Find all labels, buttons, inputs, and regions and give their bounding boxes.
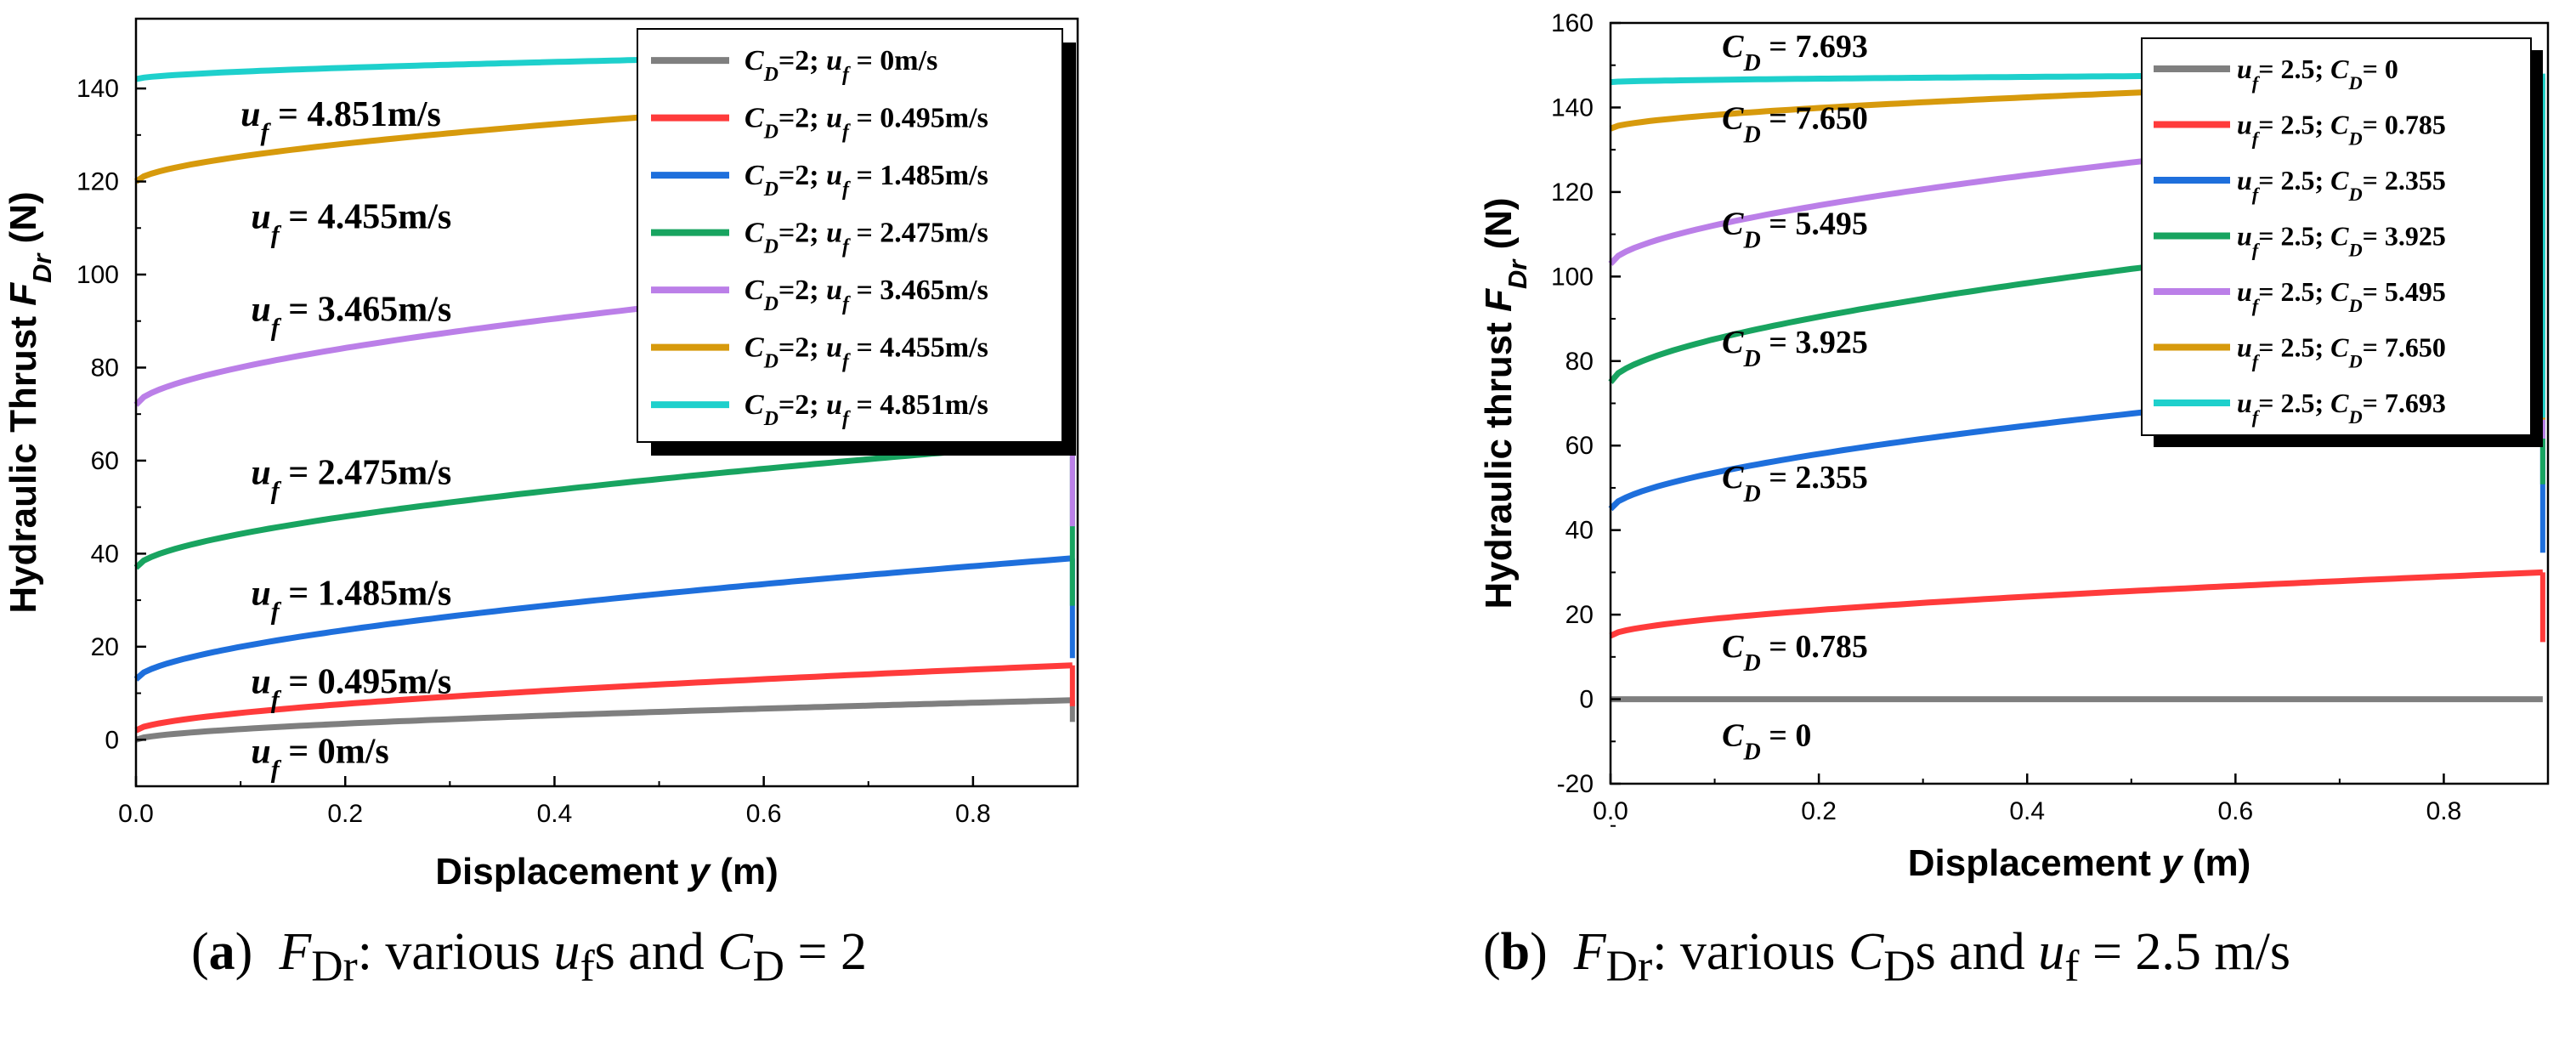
x-tick-label-4: 0.8: [955, 800, 991, 828]
y-tick-label-1: 0: [1579, 686, 1594, 714]
annotation-5: CD = 0.785: [1722, 629, 1868, 677]
legend: CD=2; uf = 0m/s CD=2; uf = 0.495m/s CD=2; …: [637, 28, 1076, 456]
annotation-4: uf = 1.485m/s: [251, 575, 451, 626]
x-tick-label-1: 0.2: [327, 800, 363, 828]
x-tick-label-2: 0.4: [2009, 797, 2045, 825]
caption-b-symbol2: C: [1848, 923, 1884, 981]
legend-label-3: CD=2; uf = 2.475m/s: [744, 218, 988, 258]
y-tick-label-9: 160: [1551, 9, 1594, 37]
caption-a-symbol2: u: [553, 923, 580, 981]
annotation-3: CD = 3.925: [1722, 325, 1868, 372]
legend-label-3: uf= 2.5; CD= 3.925: [2237, 221, 2446, 261]
legend: uf= 2.5; CD= 0 uf= 2.5; CD= 0.785 uf= 2.5;…: [2141, 37, 2543, 447]
x-axis-label: Displacement y (m): [435, 851, 778, 892]
caption-b-symbol3-sub: f: [2064, 942, 2080, 991]
x-tick-label-4: 0.8: [2426, 797, 2462, 825]
x-tick-label-2: 0.4: [537, 800, 573, 828]
legend-label-0: uf= 2.5; CD= 0: [2237, 54, 2398, 94]
caption-a-text1: : various: [357, 923, 554, 981]
annotation-6: CD = 0: [1722, 717, 1811, 765]
caption-b-symbol-sub: Dr: [1605, 942, 1653, 991]
y-tick-label-2: 20: [1565, 601, 1594, 629]
series-line-3: [133, 439, 1073, 570]
y-tick-label-6: 100: [1551, 263, 1594, 291]
caption-a-text2: s and: [594, 923, 718, 981]
plot-frame: [134, 17, 1079, 788]
caption-b-label: b: [1500, 923, 1531, 981]
legend-label-2: uf= 2.5; CD= 2.355: [2237, 165, 2446, 205]
caption-a-symbol3-sub: D: [752, 942, 784, 991]
y-tick-label-2: 40: [91, 540, 119, 568]
y-tick-label-3: 40: [1565, 517, 1594, 545]
annotation-3: uf = 2.475m/s: [251, 453, 451, 504]
y-tick-label-7: 140: [76, 75, 119, 103]
x-tick-label-3: 0.6: [746, 800, 782, 828]
legend-label-0: CD=2; uf = 0m/s: [744, 45, 937, 86]
annotation-5: uf = 0.495m/s: [251, 663, 451, 714]
annotation-4: CD = 2.355: [1722, 460, 1868, 507]
caption-b-symbol3: u: [2038, 923, 2065, 981]
annotation-2: CD = 5.495: [1722, 207, 1868, 254]
legend-label-2: CD=2; uf = 1.485m/s: [744, 160, 988, 201]
legend-label-1: uf= 2.5; CD= 0.785: [2237, 110, 2446, 150]
caption-a-symbol3: C: [717, 923, 753, 981]
series-line-2: [133, 555, 1073, 682]
legend-label-6: CD=2; uf = 4.851m/s: [744, 389, 988, 430]
y-tick-label-5: 100: [76, 261, 119, 289]
caption-a-symbol-sub: Dr: [311, 942, 358, 991]
annotation-1: uf = 4.455m/s: [251, 197, 451, 248]
y-tick-label-4: 80: [91, 354, 119, 382]
y-tick-label-0: 0: [105, 726, 119, 754]
y-tick-label-6: 120: [76, 168, 119, 196]
annotation-0: uf = 4.851m/s: [241, 95, 441, 146]
annotation-1: CD = 7.650: [1722, 100, 1868, 148]
caption-b-text2: s and: [1915, 923, 2039, 981]
series-line-1: [1609, 569, 2544, 639]
x-tick-label-0: 0.0: [118, 800, 154, 828]
x-tick-label-0: 0.0: [1593, 797, 1628, 825]
y-axis-label: Hydraulic Thrust FDr (N): [3, 191, 57, 613]
series-line-1: [134, 662, 1073, 734]
caption-b-text1: : various: [1652, 923, 1848, 981]
legend-label-6: uf= 2.5; CD= 7.693: [2237, 388, 2446, 428]
legend-label-5: uf= 2.5; CD= 7.650: [2237, 332, 2446, 372]
caption-b-text3: = 2.5 m/s: [2079, 923, 2291, 981]
annotation-0: CD = 7.693: [1722, 29, 1868, 76]
caption-b-symbol2-sub: D: [1883, 942, 1916, 991]
caption-a-symbol: F: [279, 923, 312, 981]
series-line-0: [135, 697, 1073, 743]
y-tick-label-7: 120: [1551, 178, 1594, 207]
caption-a-label: a: [208, 923, 235, 981]
caption-a-symbol2-sub: f: [580, 942, 595, 991]
legend-label-4: CD=2; uf = 3.465m/s: [744, 275, 988, 315]
legend-label-1: CD=2; uf = 0.495m/s: [744, 103, 988, 144]
y-axis-label: Hydraulic thrust FDr (N): [1478, 197, 1532, 609]
annotation-2: uf = 3.465m/s: [251, 291, 451, 342]
y-tick-label-3: 60: [91, 447, 119, 475]
y-tick-label-4: 60: [1565, 432, 1594, 460]
caption-a-text3: = 2: [784, 923, 867, 981]
x-tick-label-1: 0.2: [1801, 797, 1837, 825]
caption-b: (b) FDr: various CDs and uf = 2.5 m/s: [1483, 923, 2291, 991]
x-axis-label: Displacement y (m): [1908, 842, 2250, 884]
caption-a: (a) FDr: various ufs and CD = 2: [191, 923, 867, 991]
caption-b-symbol: F: [1573, 923, 1606, 981]
y-tick-label-8: 140: [1551, 94, 1594, 122]
legend-label-5: CD=2; uf = 4.455m/s: [744, 332, 988, 373]
y-tick-label-1: 20: [91, 633, 119, 661]
y-tick-label-5: 80: [1565, 348, 1594, 376]
chart-panel-a: 0 20 40 60 80 100 120 140 0.0 0.2 0.4 0.6 0.8 Displac…: [3, 17, 1079, 892]
chart-panel-b: -20 0 20 40 60 80 100 120 140 160 0.0 0.2 0.4 0.6 0.8 D…: [1478, 9, 2550, 884]
y-tick-label-0: -20: [1557, 770, 1594, 798]
x-tick-label-3: 0.6: [2217, 797, 2253, 825]
annotation-6: uf = 0m/s: [251, 733, 388, 784]
legend-label-4: uf= 2.5; CD= 5.495: [2237, 276, 2446, 316]
